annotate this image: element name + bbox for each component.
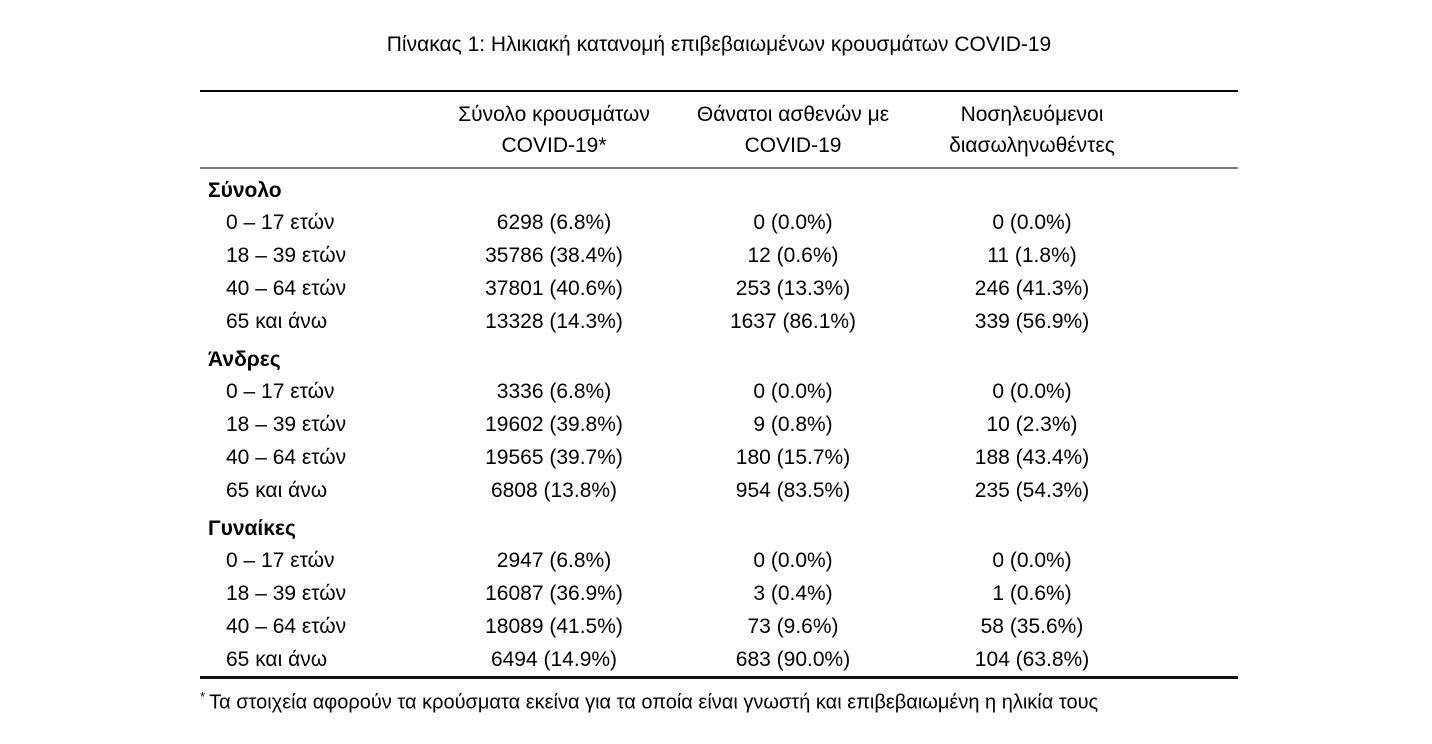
table-row: 0 – 17 ετών 3336 (6.8%) 0 (0.0%) 0 (0.0%… <box>200 375 1238 408</box>
table-footnote: * Τα στοιχεία αφορούν τα κρούσματα εκείνα… <box>200 685 1238 715</box>
table-title: Πίνακας 1: Ηλικιακή κατανομή επιβεβαιωμέ… <box>386 33 1052 56</box>
spacer-cell <box>1166 610 1238 643</box>
header-deaths: Θάνατοι ασθενών με COVID-19 <box>688 91 898 169</box>
spacer-cell <box>1166 544 1238 577</box>
age-cell: 0 – 17 ετών <box>226 548 335 572</box>
spacer-cell <box>1166 239 1238 272</box>
header-row: Σύνολο κρουσμάτων COVID-19* Θάνατοι ασθε… <box>200 91 1238 169</box>
spacer-cell <box>1166 577 1238 610</box>
age-cell: 18 – 39 ετών <box>226 412 347 436</box>
intubated-cell: 235 (54.3%) <box>974 478 1090 502</box>
table-row: 0 – 17 ετών 6298 (6.8%) 0 (0.0%) 0 (0.0%… <box>200 206 1238 239</box>
age-cell: 40 – 64 ετών <box>226 276 347 300</box>
table-row: 0 – 17 ετών 2947 (6.8%) 0 (0.0%) 0 (0.0%… <box>200 544 1238 577</box>
deaths-cell: 954 (83.5%) <box>735 478 851 502</box>
spacer-cell <box>1166 408 1238 441</box>
table-row: 40 – 64 ετών 19565 (39.7%) 180 (15.7%) 1… <box>200 441 1238 474</box>
cases-cell: 6808 (13.8%) <box>490 478 618 502</box>
report-page: Πίνακας 1: Ηλικιακή κατανομή επιβεβαιωμέ… <box>200 0 1238 715</box>
intubated-cell: 339 (56.9%) <box>974 309 1090 333</box>
table-row: 18 – 39 ετών 19602 (39.8%) 9 (0.8%) 10 (… <box>200 408 1238 441</box>
cases-cell: 19565 (39.7%) <box>485 445 623 469</box>
table-row: 40 – 64 ετών 18089 (41.5%) 73 (9.6%) 58 … <box>200 610 1238 643</box>
header-total-cases-line2: COVID-19* <box>501 134 607 157</box>
table-row: 40 – 64 ετών 37801 (40.6%) 253 (13.3%) 2… <box>200 272 1238 305</box>
header-intubated-line1: Νοσηλευόμενοι <box>960 103 1104 126</box>
table-row: 65 και άνω 6808 (13.8%) 954 (83.5%) 235 … <box>200 474 1238 507</box>
cases-cell: 18089 (41.5%) <box>485 614 623 638</box>
section-label: Σύνολο <box>208 179 282 202</box>
spacer-cell <box>1166 441 1238 474</box>
section-row-total: Σύνολο <box>200 168 1238 206</box>
deaths-cell: 73 (9.6%) <box>747 614 839 638</box>
spacer-cell <box>1166 272 1238 305</box>
age-cell: 65 και άνω <box>226 647 328 671</box>
header-total-cases-line1: Σύνολο κρουσμάτων <box>458 103 650 126</box>
deaths-cell: 12 (0.6%) <box>747 243 839 267</box>
deaths-cell: 253 (13.3%) <box>735 276 851 300</box>
cases-cell: 37801 (40.6%) <box>485 276 623 300</box>
cases-cell: 35786 (38.4%) <box>485 243 623 267</box>
header-deaths-line2: COVID-19 <box>744 134 842 157</box>
deaths-cell: 683 (90.0%) <box>735 647 851 671</box>
intubated-cell: 0 (0.0%) <box>992 379 1072 403</box>
cases-cell: 13328 (14.3%) <box>485 309 623 333</box>
header-total-cases: Σύνολο κρουσμάτων COVID-19* <box>420 91 688 169</box>
spacer-cell <box>1166 474 1238 507</box>
table-row: 18 – 39 ετών 35786 (38.4%) 12 (0.6%) 11 … <box>200 239 1238 272</box>
footnote-text: Τα στοιχεία αφορούν τα κρούσματα εκείνα … <box>209 691 1099 714</box>
footnote-asterisk: * <box>200 689 206 704</box>
deaths-cell: 0 (0.0%) <box>753 379 833 403</box>
age-cell: 0 – 17 ετών <box>226 379 335 403</box>
spacer-cell <box>1166 643 1238 678</box>
intubated-cell: 0 (0.0%) <box>992 548 1072 572</box>
spacer-cell <box>1166 206 1238 239</box>
deaths-cell: 0 (0.0%) <box>753 210 833 234</box>
header-empty-cell <box>200 91 420 169</box>
intubated-cell: 58 (35.6%) <box>980 614 1084 638</box>
deaths-cell: 1637 (86.1%) <box>729 309 857 333</box>
section-label: Γυναίκες <box>208 517 296 540</box>
age-cell: 0 – 17 ετών <box>226 210 335 234</box>
deaths-cell: 0 (0.0%) <box>753 548 833 572</box>
age-cell: 65 και άνω <box>226 309 328 333</box>
table-row: 65 και άνω 6494 (14.9%) 683 (90.0%) 104 … <box>200 643 1238 678</box>
intubated-cell: 1 (0.6%) <box>992 581 1072 605</box>
deaths-cell: 9 (0.8%) <box>753 412 833 436</box>
age-cell: 18 – 39 ετών <box>226 581 347 605</box>
cases-cell: 3336 (6.8%) <box>496 379 612 403</box>
covid-age-distribution-table: Σύνολο κρουσμάτων COVID-19* Θάνατοι ασθε… <box>200 90 1238 679</box>
spacer-cell <box>1166 375 1238 408</box>
section-row-men: Άνδρες <box>200 338 1238 375</box>
deaths-cell: 3 (0.4%) <box>753 581 833 605</box>
header-deaths-line1: Θάνατοι ασθενών με <box>696 103 890 126</box>
cases-cell: 6298 (6.8%) <box>496 210 612 234</box>
header-intubated-line2: διασωληνωθέντες <box>949 134 1115 157</box>
intubated-cell: 104 (63.8%) <box>974 647 1090 671</box>
cases-cell: 2947 (6.8%) <box>496 548 612 572</box>
deaths-cell: 180 (15.7%) <box>735 445 851 469</box>
section-row-women: Γυναίκες <box>200 507 1238 544</box>
intubated-cell: 188 (43.4%) <box>974 445 1090 469</box>
table-row: 18 – 39 ετών 16087 (36.9%) 3 (0.4%) 1 (0… <box>200 577 1238 610</box>
age-cell: 40 – 64 ετών <box>226 614 347 638</box>
cases-cell: 16087 (36.9%) <box>485 581 623 605</box>
section-label: Άνδρες <box>208 348 281 371</box>
age-cell: 18 – 39 ετών <box>226 243 347 267</box>
cases-cell: 6494 (14.9%) <box>490 647 618 671</box>
spacer-cell <box>1166 305 1238 338</box>
table-row: 65 και άνω 13328 (14.3%) 1637 (86.1%) 33… <box>200 305 1238 338</box>
age-cell: 65 και άνω <box>226 478 328 502</box>
header-spacer-cell <box>1166 91 1238 169</box>
intubated-cell: 246 (41.3%) <box>974 276 1090 300</box>
intubated-cell: 10 (2.3%) <box>986 412 1078 436</box>
age-cell: 40 – 64 ετών <box>226 445 347 469</box>
header-intubated: Νοσηλευόμενοι διασωληνωθέντες <box>898 91 1166 169</box>
intubated-cell: 11 (1.8%) <box>987 243 1077 267</box>
intubated-cell: 0 (0.0%) <box>992 210 1072 234</box>
cases-cell: 19602 (39.8%) <box>485 412 623 436</box>
